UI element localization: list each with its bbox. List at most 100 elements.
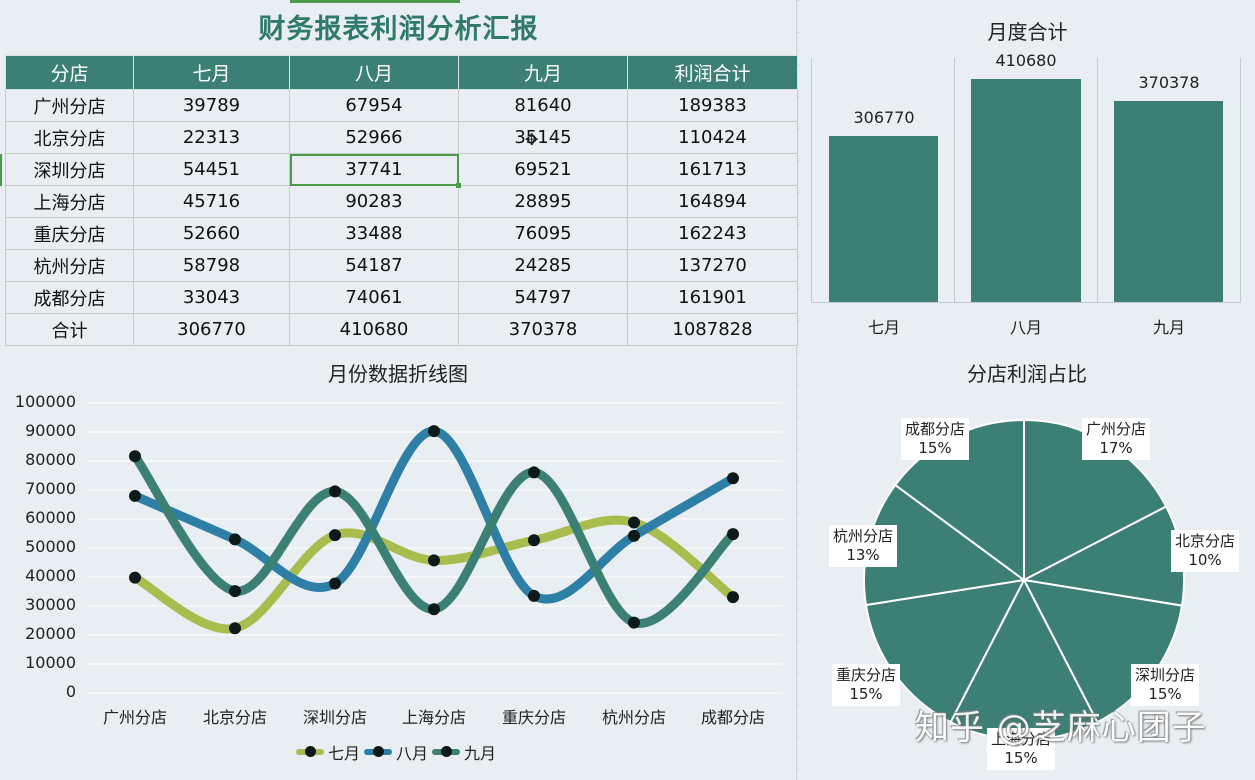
data-point-marker — [727, 472, 739, 485]
table-row: 广州分店 39789 67954 81640 189383 — [5, 89, 798, 122]
legend-item-september[interactable]: 九月 — [432, 740, 496, 764]
data-point-marker — [229, 533, 241, 546]
pie-data-label: 深圳分店 15% — [1131, 664, 1200, 706]
table-cell[interactable]: 161713 — [627, 153, 798, 186]
table-cell[interactable]: 110424 — [627, 121, 798, 154]
table-cell[interactable]: 28895 — [458, 185, 628, 218]
y-tick-label: 80000 — [25, 450, 76, 469]
header-cell-branch[interactable]: 分店 — [5, 55, 134, 90]
pie-data-label: 成都分店 15% — [901, 418, 970, 460]
data-point-marker — [329, 529, 341, 542]
watermark-text: 知乎 @芝麻心团子 — [915, 708, 1207, 748]
move-cursor-icon: ✥ — [525, 130, 539, 149]
data-point-marker — [329, 485, 341, 498]
table-cell[interactable]: 39789 — [133, 89, 290, 122]
table-cell[interactable]: 杭州分店 — [5, 249, 134, 282]
table-cell[interactable]: 上海分店 — [5, 185, 134, 218]
table-cell[interactable]: 410680 — [289, 313, 459, 346]
table-cell[interactable]: 161901 — [627, 281, 798, 314]
table-cell[interactable]: 164894 — [627, 185, 798, 218]
legend-label: 七月 — [328, 744, 361, 763]
table-row: 成都分店 33043 74061 54797 161901 — [5, 281, 798, 314]
bar-gridline — [1240, 58, 1241, 303]
data-point-marker — [428, 554, 440, 567]
table-cell[interactable]: 90283 — [289, 185, 459, 218]
pie-data-label: 上海分店 15% — [987, 728, 1056, 770]
table-cell[interactable]: 北京分店 — [5, 121, 134, 154]
table-cell[interactable]: 69521 — [458, 153, 628, 186]
table-cell[interactable]: 54187 — [289, 249, 459, 282]
header-cell-july[interactable]: 七月 — [133, 55, 290, 90]
pie-data-label: 杭州分店 13% — [829, 525, 898, 567]
table-row: 深圳分店 54451 37741 69521 161713 — [5, 153, 798, 189]
y-tick-label: 100000 — [14, 392, 76, 411]
table-cell[interactable]: 广州分店 — [5, 89, 134, 122]
data-point-marker — [129, 571, 141, 584]
table-cell[interactable]: 67954 — [289, 89, 459, 122]
table-cell[interactable]: 74061 — [289, 281, 459, 314]
selected-table-cell[interactable]: 37741 — [289, 153, 462, 189]
bar-category-label: 八月 — [1009, 318, 1042, 337]
table-cell[interactable]: 58798 — [133, 249, 290, 282]
y-tick-label: 30000 — [25, 595, 76, 614]
legend-label: 九月 — [464, 744, 497, 763]
table-cell[interactable]: 33043 — [133, 281, 290, 314]
bar-july[interactable] — [829, 135, 938, 302]
table-cell[interactable]: 45716 — [133, 185, 290, 218]
header-cell-profit-total[interactable]: 利润合计 — [627, 55, 798, 90]
x-tick-label: 深圳分店 — [302, 708, 367, 727]
table-cell[interactable]: 24285 — [458, 249, 628, 282]
row-selection-indicator — [0, 154, 2, 186]
bar-category-label: 七月 — [867, 318, 900, 337]
bar-gridline — [811, 58, 812, 303]
bar-category-label: 九月 — [1152, 318, 1185, 337]
table-row: 重庆分店 52660 33488 76095 162243 — [5, 217, 798, 250]
table-cell[interactable]: 35145 — [458, 121, 628, 154]
branch-profit-pie-chart[interactable]: 分店利润占比 广州分店 17% 北京分店 10% 深圳分店 15% 上海分店 15% 重庆分店 1… — [799, 346, 1255, 780]
table-cell[interactable]: 52660 — [133, 217, 290, 250]
table-total-row: 合计 306770 410680 370378 1087828 — [5, 313, 798, 346]
table-cell[interactable]: 162243 — [627, 217, 798, 250]
y-tick-label: 10000 — [25, 653, 76, 672]
table-cell[interactable]: 189383 — [627, 89, 798, 122]
line-plot-area — [88, 402, 783, 694]
bar-august[interactable] — [971, 79, 1081, 302]
table-cell[interactable]: 33488 — [289, 217, 459, 250]
table-cell[interactable]: 81640 — [458, 89, 628, 122]
bar-september[interactable] — [1114, 101, 1223, 302]
table-cell[interactable]: 76095 — [458, 217, 628, 250]
y-tick-label: 20000 — [25, 624, 76, 643]
table-cell[interactable]: 成都分店 — [5, 281, 134, 314]
monthly-line-chart[interactable]: 月份数据折线图 0 10000 20000 30000 40000 50000 60000 7… — [0, 346, 797, 780]
x-tick-label: 广州分店 — [102, 708, 167, 727]
table-cell[interactable]: 137270 — [627, 249, 798, 282]
x-tick-label: 上海分店 — [401, 708, 466, 727]
table-cell[interactable]: 1087828 — [627, 313, 798, 346]
table-cell[interactable]: 54797 — [458, 281, 628, 314]
y-tick-label: 70000 — [25, 479, 76, 498]
table-cell[interactable]: 深圳分店 — [5, 153, 134, 186]
legend-item-august[interactable]: 八月 — [364, 740, 428, 764]
table-cell[interactable]: 22313 — [133, 121, 290, 154]
table-cell[interactable]: 52966 — [289, 121, 459, 154]
header-cell-august[interactable]: 八月 — [289, 55, 459, 90]
table-cell[interactable]: 重庆分店 — [5, 217, 134, 250]
bar-value-label: 410680 — [995, 51, 1057, 71]
table-cell[interactable]: 合计 — [5, 313, 134, 346]
table-cell[interactable]: 306770 — [133, 313, 290, 346]
data-point-marker — [628, 616, 640, 629]
data-point-marker — [229, 585, 241, 598]
table-cell[interactable]: 54451 — [133, 153, 290, 186]
monthly-total-bar-chart[interactable]: 月度合计 306770 410680 370378 七月 八月 九月 — [800, 0, 1255, 345]
x-tick-label: 成都分店 — [700, 708, 765, 727]
header-cell-september[interactable]: 九月 — [458, 55, 628, 90]
data-point-marker — [229, 622, 241, 635]
report-title: 财务报表利润分析汇报 — [258, 14, 539, 45]
bar-value-label: 306770 — [853, 107, 915, 127]
data-point-marker — [329, 577, 341, 590]
table-cell[interactable]: 370378 — [458, 313, 628, 346]
data-point-marker — [528, 466, 540, 479]
bar-chart-title: 月度合计 — [987, 20, 1068, 44]
legend-marker-icon — [432, 746, 461, 757]
legend-item-july[interactable]: 七月 — [296, 740, 360, 764]
